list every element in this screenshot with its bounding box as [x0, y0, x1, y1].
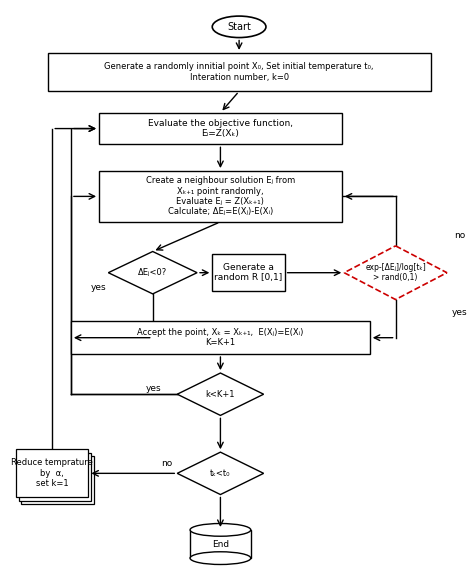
Ellipse shape: [190, 524, 251, 536]
Text: Generate a
random R [0,1]: Generate a random R [0,1]: [214, 263, 283, 282]
Text: Create a neighbour solution Eⱼ from
Xₖ₊₁ point randomly,
Evaluate Eⱼ = Z(Xₖ₊₁)
C: Create a neighbour solution Eⱼ from Xₖ₊₁…: [146, 176, 295, 216]
FancyBboxPatch shape: [21, 456, 94, 504]
Text: k<K+1: k<K+1: [206, 390, 235, 399]
Text: Accept the point, Xₖ = Xₖ₊₁,  E(Xⱼ)=E(Xᵢ)
K=K+1: Accept the point, Xₖ = Xₖ₊₁, E(Xⱼ)=E(Xᵢ)…: [137, 328, 304, 348]
FancyBboxPatch shape: [19, 453, 91, 501]
Text: tₖ<t₀: tₖ<t₀: [210, 469, 231, 478]
FancyBboxPatch shape: [99, 112, 342, 144]
FancyBboxPatch shape: [71, 321, 370, 354]
Ellipse shape: [212, 16, 266, 37]
Text: ΔEⱼ<0?: ΔEⱼ<0?: [138, 268, 167, 277]
Ellipse shape: [190, 552, 251, 565]
Polygon shape: [177, 373, 264, 415]
Text: yes: yes: [452, 308, 467, 317]
Polygon shape: [344, 246, 447, 299]
Text: Evaluate the objective function,
Eᵢ=Z(Xₖ): Evaluate the objective function, Eᵢ=Z(Xₖ…: [148, 119, 293, 138]
FancyBboxPatch shape: [212, 254, 284, 291]
Text: Reduce temprature
by  α,
set k=1: Reduce temprature by α, set k=1: [11, 458, 93, 488]
Polygon shape: [109, 252, 197, 294]
FancyBboxPatch shape: [190, 530, 251, 558]
Polygon shape: [177, 452, 264, 495]
Text: yes: yes: [91, 283, 106, 293]
Text: no: no: [454, 231, 465, 240]
Text: End: End: [212, 540, 229, 549]
FancyBboxPatch shape: [99, 171, 342, 222]
Text: Start: Start: [227, 22, 251, 32]
Text: no: no: [161, 459, 173, 467]
Text: yes: yes: [145, 384, 161, 393]
FancyBboxPatch shape: [16, 449, 89, 498]
Text: exp-[ΔEⱼ]/log[tₖ]
> rand(0,1): exp-[ΔEⱼ]/log[tₖ] > rand(0,1): [365, 263, 426, 282]
Text: Generate a randomly innitial point X₀, Set initial temperature t₀,
Interation nu: Generate a randomly innitial point X₀, S…: [104, 62, 374, 82]
FancyBboxPatch shape: [47, 53, 430, 91]
